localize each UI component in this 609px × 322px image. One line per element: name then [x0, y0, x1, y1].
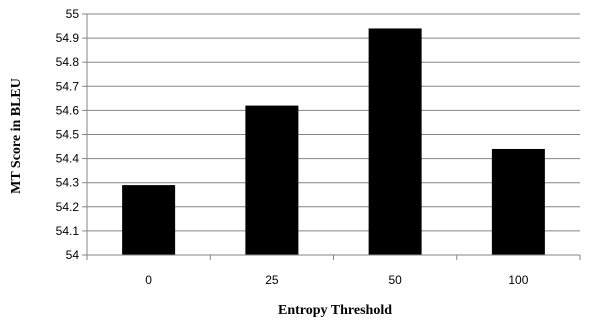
y-tick-label: 54.2 [56, 200, 80, 214]
y-tick-labels: 54 54.1 54.2 54.3 54.4 54.5 54.6 54.7 54.8 54.9 55 [56, 7, 80, 262]
y-tick-label: 54.1 [56, 224, 80, 238]
bar [122, 185, 176, 255]
y-tick-label: 54 [66, 248, 80, 262]
bar [491, 148, 545, 255]
bars [122, 28, 545, 256]
y-tick-label: 54.7 [56, 79, 80, 93]
y-tick-label: 54.8 [56, 55, 80, 69]
y-tick-label: 54.3 [56, 176, 80, 190]
y-axis-title: MT Score in BLEU [9, 78, 24, 194]
x-tick-label: 0 [145, 273, 152, 287]
y-tick-label: 54.5 [56, 128, 80, 142]
x-tick-labels: 0 25 50 100 [145, 273, 528, 287]
x-tick-label: 100 [508, 273, 528, 287]
y-tick-label: 55 [66, 7, 80, 21]
x-tick-label: 25 [265, 273, 279, 287]
y-tick-label: 54.6 [56, 103, 80, 117]
x-tick-label: 50 [388, 273, 402, 287]
y-tick-label: 54.4 [56, 152, 80, 166]
axes [82, 13, 581, 260]
x-axis-title: Entropy Threshold [278, 303, 392, 318]
bar [368, 28, 422, 256]
bar [245, 105, 299, 255]
y-tick-label: 54.9 [56, 31, 80, 45]
